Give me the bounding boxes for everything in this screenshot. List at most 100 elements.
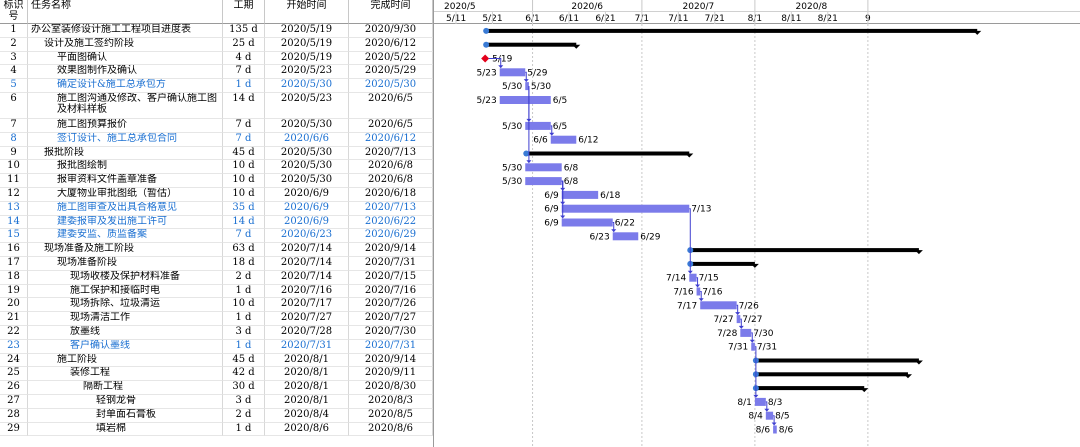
row-task-name[interactable]: 施工图审查及出具合格意见 [28, 201, 223, 216]
row-finish[interactable]: 2020/5/22 [349, 51, 433, 66]
row-id[interactable]: 25 [0, 367, 28, 382]
row-duration[interactable]: 10 d [223, 188, 265, 202]
row-duration[interactable]: 14 d [223, 93, 265, 119]
row-id[interactable]: 4 [0, 65, 28, 80]
col-header-name[interactable]: 任务名称 [28, 0, 223, 24]
row-start[interactable]: 2020/5/30 [265, 160, 349, 175]
row-finish[interactable]: 2020/8/30 [349, 381, 433, 395]
row-id[interactable]: 12 [0, 188, 28, 202]
row-duration[interactable]: 7 d [223, 229, 265, 244]
row-start[interactable]: 2020/7/14 [265, 270, 349, 285]
row-duration[interactable]: 1 d [223, 79, 265, 93]
row-duration[interactable]: 1 d [223, 422, 265, 437]
row-start[interactable]: 2020/5/19 [265, 51, 349, 66]
row-finish[interactable]: 2020/8/5 [349, 408, 433, 423]
row-start[interactable]: 2020/8/1 [265, 367, 349, 382]
row-task-name[interactable]: 施工图预算报价 [28, 119, 223, 133]
row-start[interactable]: 2020/8/4 [265, 408, 349, 423]
row-finish[interactable]: 2020/6/8 [349, 174, 433, 188]
row-duration[interactable]: 35 d [223, 201, 265, 216]
col-header-duration[interactable]: 工期 [223, 0, 265, 24]
row-id[interactable]: 23 [0, 339, 28, 354]
row-id[interactable]: 9 [0, 146, 28, 161]
row-id[interactable]: 11 [0, 174, 28, 188]
row-id[interactable]: 16 [0, 243, 28, 257]
row-duration[interactable]: 10 d [223, 298, 265, 313]
row-finish[interactable]: 2020/6/18 [349, 188, 433, 202]
row-finish[interactable]: 2020/6/5 [349, 93, 433, 119]
row-duration[interactable]: 30 d [223, 381, 265, 395]
row-finish[interactable]: 2020/7/30 [349, 326, 433, 340]
row-task-name[interactable]: 签订设计、施工总承包合同 [28, 132, 223, 147]
row-task-name[interactable]: 客户确认墨线 [28, 339, 223, 354]
pane-splitter[interactable] [433, 0, 434, 447]
row-finish[interactable]: 2020/6/12 [349, 37, 433, 52]
row-task-name[interactable]: 设计及施工签约阶段 [28, 37, 223, 52]
row-id[interactable]: 19 [0, 284, 28, 299]
row-finish[interactable]: 2020/6/12 [349, 132, 433, 147]
row-start[interactable]: 2020/5/19 [265, 37, 349, 52]
row-duration[interactable]: 10 d [223, 160, 265, 175]
row-id[interactable]: 7 [0, 119, 28, 133]
row-task-name[interactable]: 现场准备及施工阶段 [28, 243, 223, 257]
row-id[interactable]: 22 [0, 326, 28, 340]
row-finish[interactable]: 2020/7/31 [349, 257, 433, 271]
row-finish[interactable]: 2020/7/31 [349, 339, 433, 354]
row-finish[interactable]: 2020/9/14 [349, 353, 433, 368]
row-task-name[interactable]: 建委报审及发出施工许可 [28, 215, 223, 230]
row-task-name[interactable]: 报批阶段 [28, 146, 223, 161]
row-duration[interactable]: 18 d [223, 257, 265, 271]
row-duration[interactable]: 4 d [223, 51, 265, 66]
row-duration[interactable]: 10 d [223, 174, 265, 188]
row-duration[interactable]: 135 d [223, 24, 265, 38]
row-id[interactable]: 13 [0, 201, 28, 216]
row-duration[interactable]: 25 d [223, 37, 265, 52]
row-task-name[interactable]: 报审资料文件盖章准备 [28, 174, 223, 188]
row-start[interactable]: 2020/7/14 [265, 257, 349, 271]
row-start[interactable]: 2020/5/30 [265, 79, 349, 93]
row-duration[interactable]: 42 d [223, 367, 265, 382]
row-id[interactable]: 27 [0, 395, 28, 409]
row-duration[interactable]: 1 d [223, 339, 265, 354]
row-start[interactable]: 2020/5/30 [265, 174, 349, 188]
row-duration[interactable]: 2 d [223, 408, 265, 423]
row-id[interactable]: 20 [0, 298, 28, 313]
row-id[interactable]: 10 [0, 160, 28, 175]
row-task-name[interactable]: 填岩棉 [28, 422, 223, 437]
row-task-name[interactable]: 施工保护和接临时电 [28, 284, 223, 299]
row-task-name[interactable]: 现场准备阶段 [28, 257, 223, 271]
row-id[interactable]: 24 [0, 353, 28, 368]
row-start[interactable]: 2020/6/9 [265, 188, 349, 202]
row-id[interactable]: 8 [0, 132, 28, 147]
row-duration[interactable]: 45 d [223, 146, 265, 161]
row-start[interactable]: 2020/8/1 [265, 395, 349, 409]
row-id[interactable]: 28 [0, 408, 28, 423]
row-finish[interactable]: 2020/6/29 [349, 229, 433, 244]
row-start[interactable]: 2020/6/9 [265, 201, 349, 216]
row-finish[interactable]: 2020/8/3 [349, 395, 433, 409]
row-id[interactable]: 21 [0, 312, 28, 326]
row-task-name[interactable]: 施工阶段 [28, 353, 223, 368]
row-task-name[interactable]: 大厦物业审批图纸（暂估） [28, 188, 223, 202]
row-task-name[interactable]: 确定设计&施工总承包方 [28, 79, 223, 93]
row-finish[interactable]: 2020/7/13 [349, 201, 433, 216]
row-finish[interactable]: 2020/5/29 [349, 65, 433, 80]
row-id[interactable]: 1 [0, 24, 28, 38]
row-finish[interactable]: 2020/9/11 [349, 367, 433, 382]
row-task-name[interactable]: 施工图沟通及修改、客户确认施工图及材料样板 [28, 93, 223, 119]
row-finish[interactable]: 2020/6/22 [349, 215, 433, 230]
row-duration[interactable]: 45 d [223, 353, 265, 368]
col-header-start[interactable]: 开始时间 [265, 0, 349, 24]
row-start[interactable]: 2020/8/6 [265, 422, 349, 437]
row-duration[interactable]: 7 d [223, 65, 265, 80]
row-start[interactable]: 2020/5/19 [265, 24, 349, 38]
row-start[interactable]: 2020/7/27 [265, 312, 349, 326]
row-duration[interactable]: 14 d [223, 215, 265, 230]
row-task-name[interactable]: 放墨线 [28, 326, 223, 340]
row-start[interactable]: 2020/5/30 [265, 146, 349, 161]
row-start[interactable]: 2020/5/30 [265, 119, 349, 133]
row-id[interactable]: 14 [0, 215, 28, 230]
row-task-name[interactable]: 装修工程 [28, 367, 223, 382]
row-task-name[interactable]: 轻钢龙骨 [28, 395, 223, 409]
row-finish[interactable]: 2020/7/27 [349, 312, 433, 326]
